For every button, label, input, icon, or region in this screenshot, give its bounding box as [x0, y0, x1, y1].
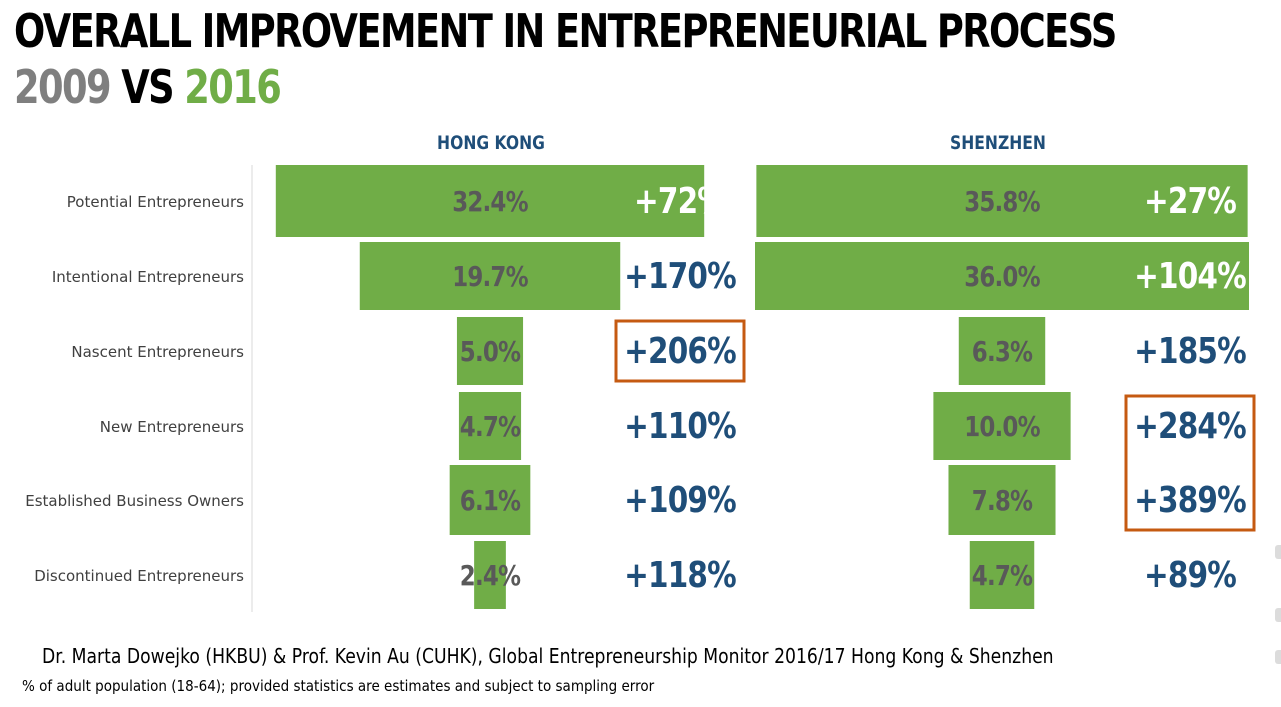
- bar-shenzhen-intentional-entrepreneurs: [755, 242, 1249, 310]
- value-label-hong-kong-potential-entrepreneurs: 32.4%: [452, 186, 528, 219]
- subtitle-vs: VS: [121, 60, 174, 114]
- change-label-shenzhen-nascent-entrepreneurs: +185%: [1134, 329, 1246, 372]
- subtitle-year-2016: 2016: [184, 60, 282, 114]
- value-label-shenzhen-potential-entrepreneurs: 35.8%: [964, 186, 1040, 219]
- bar-hong-kong-established-business-owners: [449, 465, 531, 535]
- change-label-shenzhen-new-entrepreneurs: +284%: [1134, 404, 1246, 447]
- change-label-shenzhen-discontinued-entrepreneurs: +89%: [1144, 553, 1236, 596]
- change-label-hong-kong-potential-entrepreneurs: +72%: [634, 179, 726, 222]
- bar-hong-kong-new-entrepreneurs: [458, 392, 522, 460]
- value-label-hong-kong-intentional-entrepreneurs: 19.7%: [452, 261, 528, 294]
- change-label-shenzhen-intentional-entrepreneurs: +104%: [1134, 254, 1246, 297]
- category-label-nascent-entrepreneurs: Nascent Entrepreneurs: [71, 343, 244, 361]
- value-label-shenzhen-established-business-owners: 7.8%: [972, 485, 1033, 518]
- source-credit: Dr. Marta Dowejko (HKBU) & Prof. Kevin A…: [42, 644, 1054, 668]
- value-label-shenzhen-nascent-entrepreneurs: 6.3%: [972, 336, 1033, 369]
- value-label-hong-kong-nascent-entrepreneurs: 5.0%: [460, 336, 521, 369]
- bar-hong-kong-discontinued-entrepreneurs: [474, 541, 506, 609]
- change-label-shenzhen-established-business-owners: +389%: [1134, 478, 1246, 521]
- highlight-box-shenzhen: [1124, 394, 1256, 532]
- bar-shenzhen-established-business-owners: [948, 465, 1056, 535]
- value-label-hong-kong-established-business-owners: 6.1%: [460, 485, 521, 518]
- bar-shenzhen-discontinued-entrepreneurs: [969, 541, 1035, 609]
- bar-hong-kong-intentional-entrepreneurs: [359, 242, 621, 310]
- change-label-hong-kong-discontinued-entrepreneurs: +118%: [624, 553, 736, 596]
- category-label-established-business-owners: Established Business Owners: [25, 492, 244, 510]
- change-label-hong-kong-established-business-owners: +109%: [624, 478, 736, 521]
- edge-marker: [1275, 545, 1281, 559]
- footnote: % of adult population (18-64); provided …: [22, 677, 655, 695]
- chart-title: OVERALL IMPROVEMENT IN ENTREPRENEURIAL P…: [14, 4, 1117, 58]
- bar-shenzhen-new-entrepreneurs: [933, 392, 1071, 460]
- change-label-hong-kong-nascent-entrepreneurs: +206%: [624, 329, 736, 372]
- bar-hong-kong-nascent-entrepreneurs: [456, 317, 524, 385]
- highlight-box-hong-kong: [614, 319, 746, 383]
- bar-shenzhen-potential-entrepreneurs: [756, 165, 1248, 237]
- value-label-shenzhen-intentional-entrepreneurs: 36.0%: [964, 261, 1040, 294]
- edge-marker: [1275, 650, 1281, 664]
- subtitle-year-2009: 2009: [14, 60, 112, 114]
- value-label-hong-kong-discontinued-entrepreneurs: 2.4%: [460, 560, 521, 593]
- chart-subtitle: 2009 VS 2016: [14, 60, 282, 114]
- change-label-shenzhen-potential-entrepreneurs: +27%: [1144, 179, 1236, 222]
- edge-marker: [1275, 608, 1281, 622]
- category-label-new-entrepreneurs: New Entrepreneurs: [100, 418, 244, 436]
- value-label-shenzhen-new-entrepreneurs: 10.0%: [964, 411, 1040, 444]
- value-label-hong-kong-new-entrepreneurs: 4.7%: [460, 411, 521, 444]
- bar-shenzhen-nascent-entrepreneurs: [958, 317, 1046, 385]
- panel-header-shenzhen: SHENZHEN: [950, 133, 1046, 155]
- panel-header-hong-kong: HONG KONG: [437, 133, 545, 155]
- category-label-discontinued-entrepreneurs: Discontinued Entrepreneurs: [34, 567, 244, 585]
- value-label-shenzhen-discontinued-entrepreneurs: 4.7%: [972, 560, 1033, 593]
- change-label-hong-kong-intentional-entrepreneurs: +170%: [624, 254, 736, 297]
- change-label-hong-kong-new-entrepreneurs: +110%: [624, 404, 736, 447]
- bar-hong-kong-potential-entrepreneurs: [275, 165, 705, 237]
- category-label-intentional-entrepreneurs: Intentional Entrepreneurs: [52, 268, 244, 286]
- category-label-potential-entrepreneurs: Potential Entrepreneurs: [67, 193, 244, 211]
